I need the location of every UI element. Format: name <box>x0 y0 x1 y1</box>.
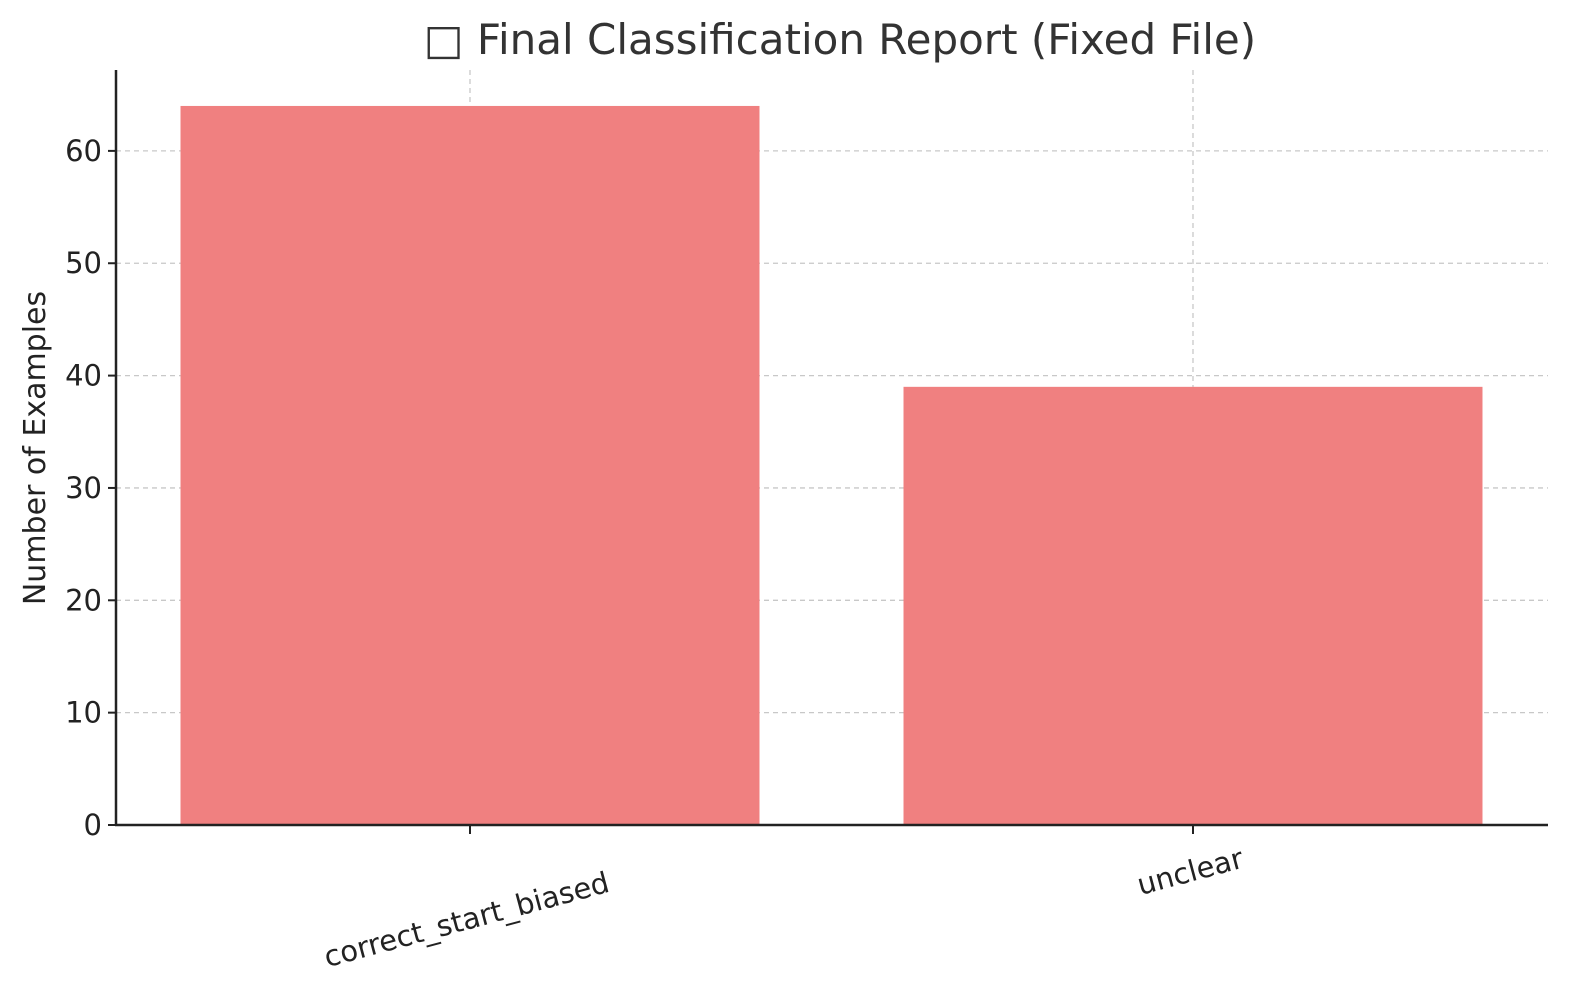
y-tick-label: 10 <box>65 696 102 730</box>
bars-layer <box>180 105 1483 825</box>
axes-layer <box>108 70 1548 834</box>
y-tick-label: 40 <box>65 359 102 393</box>
chart-title: □ Final Classification Report (Fixed Fil… <box>424 15 1256 64</box>
y-tick-label: 50 <box>65 246 102 280</box>
y-axis-label: Number of Examples <box>18 291 53 605</box>
y-tick-label: 30 <box>65 471 102 505</box>
x-tick-label: unclear <box>1133 841 1246 902</box>
y-tick-label: 20 <box>65 583 102 617</box>
x-tick-label: correct_start_biased <box>320 865 612 974</box>
bar-correct-start-biased <box>180 105 760 825</box>
y-tick-label: 0 <box>84 808 102 842</box>
bar-unclear <box>903 386 1483 825</box>
y-tick-label: 60 <box>65 134 102 168</box>
